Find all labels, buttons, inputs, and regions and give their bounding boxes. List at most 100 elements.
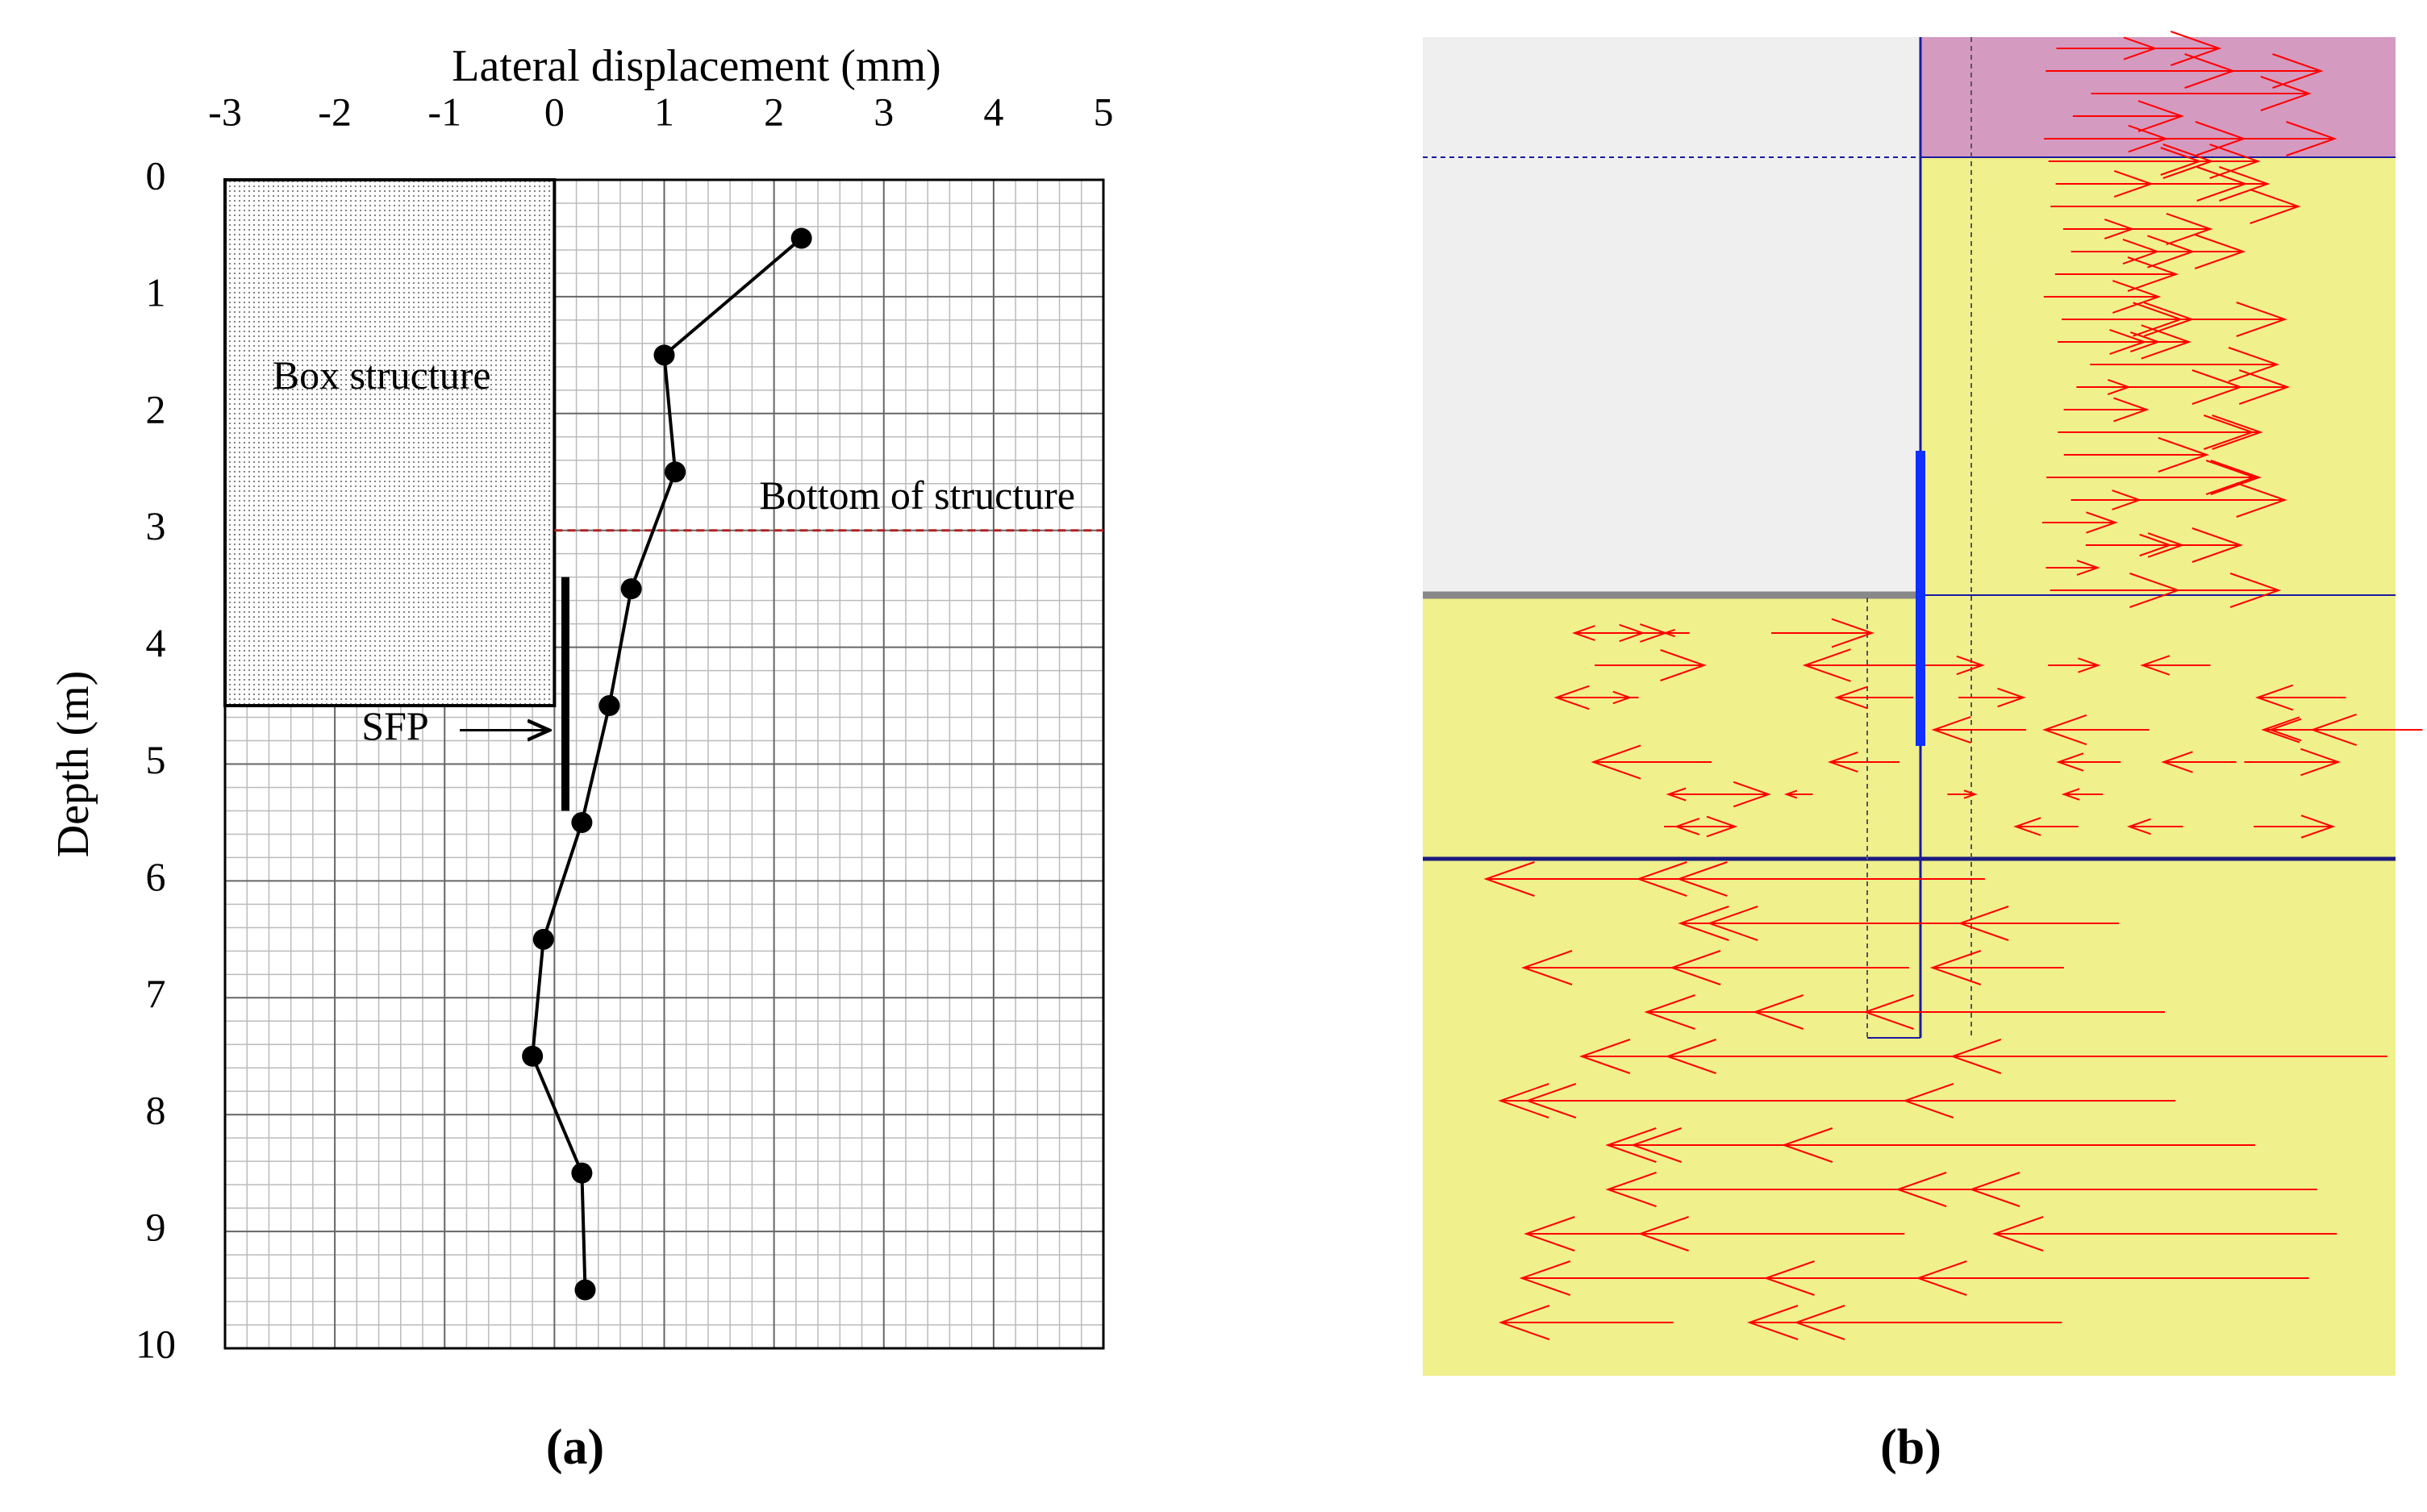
panel-label: (a) — [546, 1420, 604, 1475]
arrow — [2091, 76, 2312, 111]
arrow — [1678, 906, 1883, 941]
point — [574, 1279, 596, 1301]
arrow — [1929, 950, 2064, 985]
x-tick-label: 1 — [654, 89, 674, 134]
arrow — [1931, 716, 2026, 744]
arrow — [2055, 166, 2248, 202]
arrow — [1802, 648, 1920, 682]
arrow — [1664, 815, 1738, 838]
arrow — [1918, 655, 1985, 676]
excavation — [1423, 37, 1920, 595]
arrow — [1862, 994, 2166, 1030]
arrow — [2013, 817, 2079, 836]
arrow — [2048, 657, 2101, 673]
y-tick-label: 9 — [146, 1205, 166, 1250]
arrow — [1483, 861, 1877, 897]
arrow — [2244, 748, 2342, 777]
annotation: Box structure — [273, 352, 491, 398]
arrow — [2054, 256, 2179, 292]
arrow — [2056, 31, 2222, 66]
arrow — [1794, 1305, 2058, 1340]
y-axis-title: Depth (m) — [48, 671, 98, 858]
arrow — [1602, 623, 1668, 643]
arrow — [2088, 331, 2161, 353]
arrow — [1665, 1039, 2133, 1074]
box-structure — [223, 178, 557, 708]
arrow — [1605, 1172, 1941, 1207]
arrow — [2056, 752, 2121, 772]
arrow — [2063, 397, 2150, 423]
arrow — [2050, 189, 2301, 224]
arrow — [2043, 280, 2162, 314]
arrow — [1644, 994, 1852, 1030]
point — [790, 227, 812, 249]
x-tick-label: -1 — [427, 89, 461, 134]
arrow — [1553, 685, 1639, 710]
arrow — [1958, 906, 2120, 941]
arrow — [1524, 1083, 1912, 1118]
arrow — [1591, 744, 1712, 780]
arrow — [2100, 212, 2213, 246]
arrow — [2061, 788, 2104, 801]
arrow — [2089, 234, 2246, 269]
arrow — [1630, 1127, 1812, 1163]
y-tick-label: 4 — [146, 620, 166, 665]
plot-frame — [223, 178, 1105, 1350]
x-tick-label: 0 — [544, 89, 565, 134]
arrow — [2254, 814, 2336, 839]
point — [620, 578, 642, 600]
arrow — [2091, 482, 2287, 518]
arrow — [2045, 560, 2100, 576]
point — [522, 1045, 544, 1067]
top-layer — [1920, 37, 2396, 157]
arrow — [2094, 533, 2173, 557]
arrow — [1783, 789, 1813, 799]
arrow — [2079, 53, 2236, 89]
y-tick-label: 6 — [146, 854, 166, 899]
annotation: SFP — [361, 703, 428, 748]
panel-a: -3 -2 -1 0 1 2 3 4 5 0 1 2 3 4 5 6 7 8 9 10 Lateral displace… — [48, 41, 1114, 1367]
arrow — [2072, 100, 2185, 132]
x-tick-label: 2 — [764, 89, 784, 134]
arrow — [1498, 1305, 1674, 1340]
arrow — [2161, 751, 2237, 773]
annotation: Bottom of structure — [759, 473, 1075, 518]
arrow — [2063, 437, 2209, 473]
arrow — [2126, 818, 2183, 835]
y-tick-label: 8 — [146, 1088, 166, 1133]
line — [531, 236, 803, 1290]
arrow — [2076, 378, 2132, 396]
arrow — [1519, 1260, 1785, 1296]
arrow — [2070, 460, 2262, 495]
point — [571, 1162, 593, 1184]
point — [598, 695, 620, 717]
panel-label: (b) — [1880, 1420, 1941, 1475]
arrow — [2140, 655, 2211, 676]
y-tick-label: 1 — [146, 269, 166, 314]
arrow — [2067, 144, 2261, 179]
arrow — [2042, 714, 2150, 746]
panel-b — [1423, 31, 2423, 1376]
x-tick-label: 4 — [983, 89, 1003, 134]
arrow — [2254, 684, 2346, 711]
arrow — [1958, 687, 2026, 708]
arrow — [1521, 950, 1909, 985]
arrow — [1916, 1260, 2309, 1296]
arrow — [1834, 685, 1913, 710]
y-tick-label: 5 — [146, 737, 166, 782]
y-tick-label: 0 — [146, 152, 166, 198]
y-tick-label: 7 — [146, 971, 166, 1016]
arrow — [2267, 718, 2348, 742]
arrow — [1771, 618, 1874, 648]
point — [653, 344, 675, 366]
arrow — [2041, 511, 2118, 534]
y-tick-label: 2 — [146, 386, 166, 431]
y-tick-label: 3 — [146, 503, 166, 548]
x-tick-label: -2 — [318, 89, 352, 134]
displacement-arrows — [1483, 31, 2423, 1340]
x-tick-label: 3 — [874, 89, 894, 134]
x-tick-label: 5 — [1094, 89, 1114, 134]
point — [665, 461, 686, 483]
arrow — [2058, 414, 2263, 450]
arrow — [1595, 649, 1707, 681]
